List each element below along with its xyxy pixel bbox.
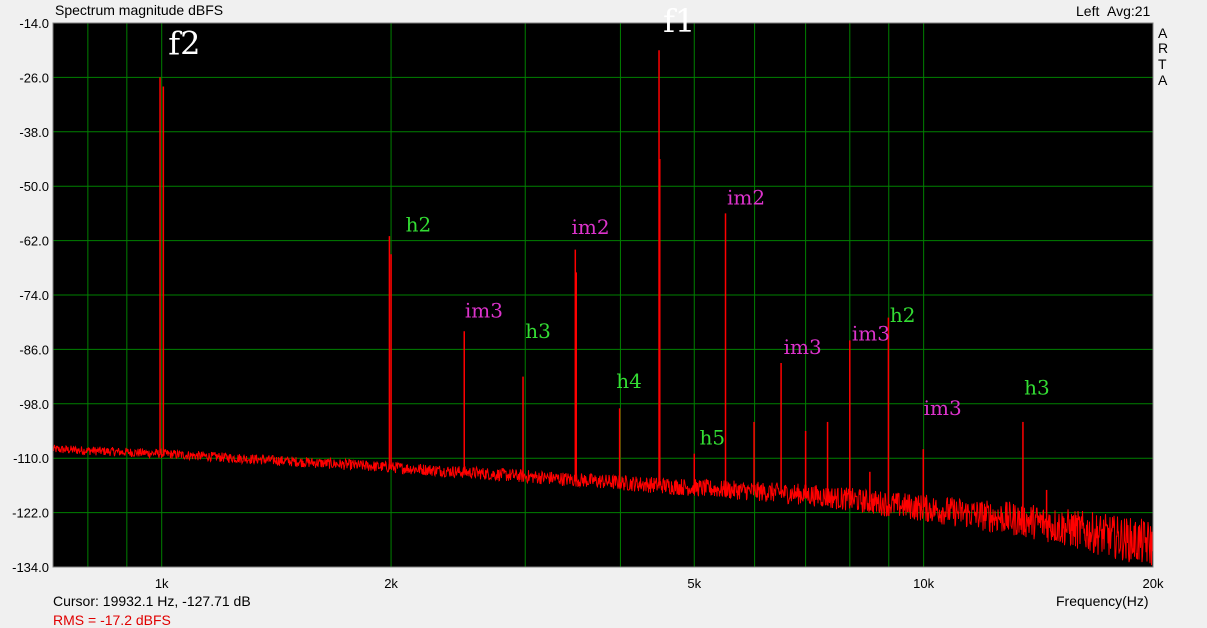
x-axis-title: Frequency(Hz) [1056,593,1149,609]
y-tick-label: -62.0 [19,234,49,249]
peak-annotation-im: im3 [465,299,503,323]
peak-annotation-harmonic: h2 [890,303,916,327]
cursor-readout: Cursor: 19932.1 Hz, -127.71 dB [53,593,251,609]
x-tick-label: 10k [913,576,934,591]
plot-border [52,22,1154,568]
peak-annotation-harmonic: h5 [700,426,726,450]
brand-letter: R [1158,40,1169,56]
y-tick-label: -14.0 [19,16,49,31]
peak-annotation-harmonic: h4 [616,369,642,393]
y-tick-label: -26.0 [19,70,49,85]
y-tick-label: -134.0 [12,560,49,575]
y-tick-label: -122.0 [12,506,49,521]
peak-annotation-harmonic: h3 [525,319,551,343]
x-tick-label: 2k [384,576,398,591]
peak-annotation-im: im3 [924,396,962,420]
y-axis: -14.0 -26.0 -38.0 -50.0 -62.0 -74.0 -86.0 -98.0… [12,16,49,575]
rms-readout: RMS = -17.2 dBFS [53,612,171,628]
peak-annotation-im: im3 [852,321,890,345]
peak-annotation-im: im3 [784,335,822,359]
x-tick-label: 1k [155,576,169,591]
y-tick-label: -110.0 [13,451,49,466]
brand-letter: T [1158,56,1167,72]
average-count: Avg:21 [1107,3,1151,19]
noise-floor-series [52,444,1154,566]
y-tick-label: -50.0 [19,179,49,194]
x-tick-label: 5k [687,576,701,591]
y-tick-label: -74.0 [19,288,49,303]
y-tick-label: -98.0 [19,397,49,412]
peak-annotation-fundamental: f1 [663,2,695,40]
spectrum-trace [52,50,1154,566]
channel-label: Left [1076,3,1100,19]
x-tick-label: 20k [1143,576,1164,591]
peak-annotation-harmonic: h2 [406,213,432,237]
x-axis: 1k 2k 5k 10k 20k [155,576,1164,591]
chart-title: Spectrum magnitude dBFS [55,2,224,18]
peak-annotation-harmonic: h3 [1024,376,1050,400]
y-tick-label: -38.0 [19,125,49,140]
brand-letter: A [1158,25,1168,41]
peak-annotation-fundamental: f2 [168,25,200,63]
peak-annotation-im: im2 [571,215,609,239]
y-tick-label: -86.0 [19,342,49,357]
peak-annotation-im: im2 [727,185,765,209]
brand-letter: A [1158,72,1168,88]
